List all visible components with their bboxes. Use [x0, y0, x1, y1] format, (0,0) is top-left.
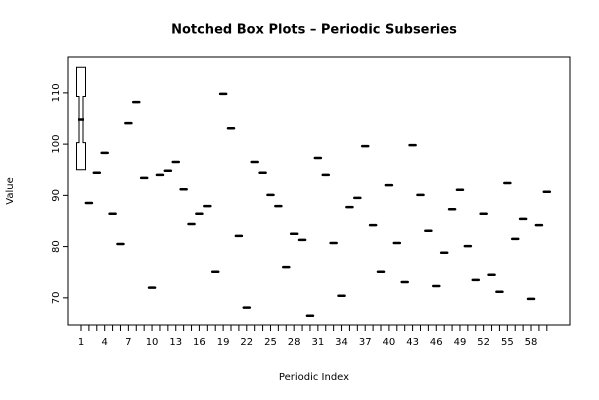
y-axis-label: Value: [5, 177, 16, 204]
y-tick-label: 100: [51, 135, 62, 154]
x-tick-label: 16: [193, 337, 206, 348]
x-tick-label: 40: [383, 337, 396, 348]
x-tick-label: 55: [501, 337, 514, 348]
x-tick-label: 58: [525, 337, 538, 348]
chart-title: Notched Box Plots – Periodic Subseries: [171, 23, 457, 38]
x-tick-label: 52: [477, 337, 490, 348]
plot-frame: [67, 56, 571, 326]
x-tick-label: 1: [78, 337, 84, 348]
x-tick-label: 43: [406, 337, 419, 348]
x-tick-label: 10: [146, 337, 159, 348]
x-tick-label: 37: [359, 337, 372, 348]
x-tick-label: 19: [217, 337, 230, 348]
y-tick-label: 80: [51, 240, 62, 253]
x-axis-label: Periodic Index: [279, 372, 349, 383]
box-body: [76, 66, 86, 171]
x-tick-label: 34: [335, 337, 348, 348]
x-tick-label: 25: [264, 337, 277, 348]
x-tick-label: 22: [240, 337, 253, 348]
x-tick-label: 49: [454, 337, 467, 348]
x-tick-label: 46: [430, 337, 443, 348]
x-tick-label: 13: [169, 337, 182, 348]
y-tick-label: 110: [51, 83, 62, 102]
x-tick-label: 31: [311, 337, 324, 348]
x-tick-label: 4: [101, 337, 107, 348]
y-tick-label: 70: [51, 291, 62, 304]
x-tick-label: 7: [125, 337, 131, 348]
y-tick-label: 90: [51, 189, 62, 202]
x-tick-label: 28: [288, 337, 301, 348]
